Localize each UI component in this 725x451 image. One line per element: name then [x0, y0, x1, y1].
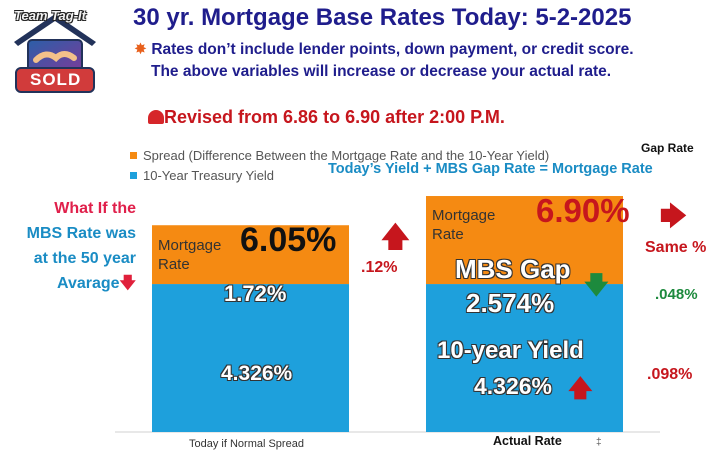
- arrow-up-icon: 🡅: [381, 221, 410, 252]
- legend-item-spread: Spread (Difference Between the Mortgage …: [130, 148, 549, 163]
- gap-change: .048%: [655, 286, 698, 303]
- note-line-1: ✸ Rates don’t include lender points, dow…: [134, 41, 634, 58]
- arrow-up-red-icon: 🡅: [568, 375, 593, 402]
- left-spread-label: 1.72%: [224, 281, 287, 306]
- siren-icon: [148, 110, 164, 124]
- same-percent: Same %: [645, 239, 707, 256]
- category-label-left: Today if Normal Spread: [189, 438, 304, 450]
- arrow-down-icon: 🡇: [119, 275, 136, 292]
- formula-text: Today’s Yield + MBS Gap Rate = Mortgage …: [328, 161, 653, 177]
- bar-yield-right: [426, 284, 623, 432]
- yield-change: .098%: [647, 366, 693, 383]
- what-if-line-2: MBS Rate was: [26, 225, 136, 242]
- right-yield-label: 4.326%: [474, 373, 553, 399]
- team-tag-it-logo: [14, 14, 96, 93]
- left-yield-label: 4.326%: [221, 362, 293, 385]
- arrow-right-icon: 🡆: [660, 201, 687, 231]
- category-label-right: Actual Rate: [493, 434, 562, 448]
- small-mark: ‡: [596, 437, 602, 448]
- mbs-gap-label: MBS Gap: [455, 254, 571, 284]
- right-total-rate: 6.90%: [536, 192, 630, 229]
- logo-arc-text: Team Tag-It: [14, 8, 86, 23]
- left-total-rate: 6.05%: [240, 221, 337, 259]
- arrow-down-green-icon: 🡇: [584, 272, 609, 299]
- bar-yield-left: [152, 284, 349, 432]
- page-title: 30 yr. Mortgage Base Rates Today: 5-2-20…: [133, 4, 632, 31]
- right-mortgage-label: Mortgage Rate: [432, 207, 496, 243]
- legend-item-yield: 10-Year Treasury Yield: [130, 168, 274, 183]
- bar-spread-right: [426, 196, 623, 285]
- yield-label: 10-year Yield: [437, 337, 584, 364]
- note-line-2: The above variables will increase or dec…: [151, 63, 612, 80]
- what-if-line-4: Avarage🡇: [56, 275, 136, 292]
- logo-sold-badge: SOLD: [30, 70, 82, 89]
- bar-spread-left: [152, 225, 349, 285]
- gap-rate-header: Gap Rate: [641, 141, 694, 155]
- right-spread-label: 2.574%: [466, 288, 555, 318]
- what-if-line-3: at the 50 year: [33, 250, 136, 267]
- left-diff: .12%: [361, 259, 398, 276]
- left-mortgage-label: Mortgage Rate: [158, 237, 222, 273]
- revised-notice: Revised from 6.86 to 6.90 after 2:00 P.M…: [148, 107, 505, 128]
- burst-icon: ✸: [134, 41, 147, 58]
- what-if-line-1: What If the: [54, 200, 136, 217]
- what-if-note: What If the MBS Rate was at the 50 year …: [6, 196, 136, 296]
